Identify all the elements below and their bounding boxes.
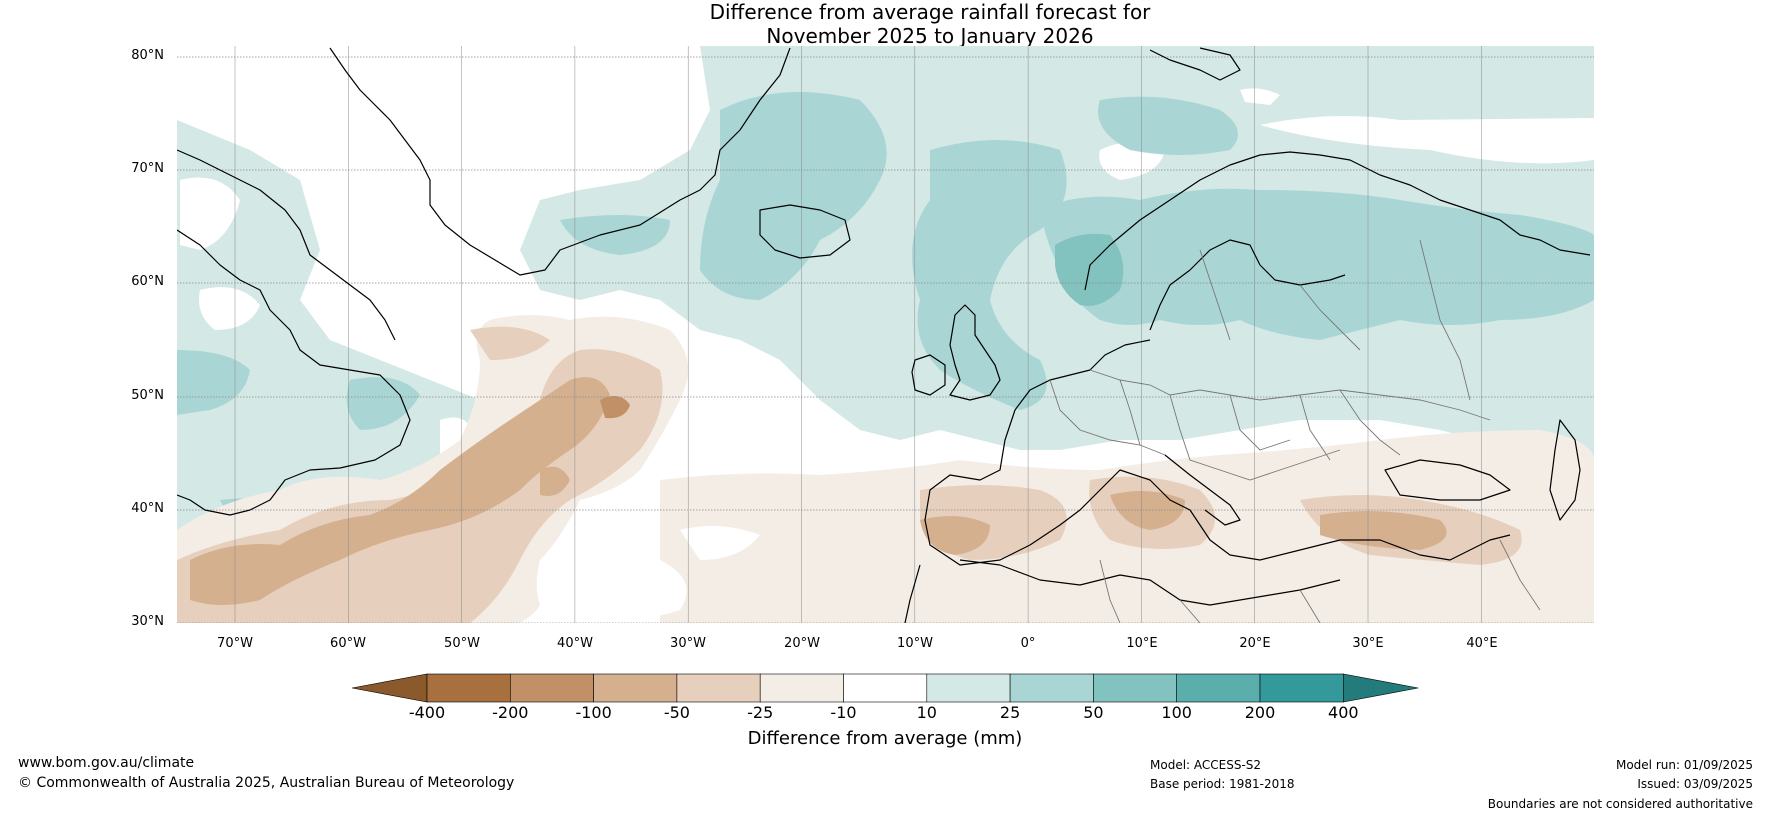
coast-uk bbox=[949, 304, 1001, 401]
legend-tick: 50 bbox=[1083, 703, 1104, 722]
lon-label-20e: 20°E bbox=[1239, 636, 1271, 651]
legend-swatch bbox=[926, 673, 1011, 703]
base-period: Base period: 1981-2018 bbox=[1150, 777, 1295, 791]
lon-label-70w: 70°W bbox=[217, 636, 253, 651]
wet-band-west bbox=[177, 120, 510, 545]
title-line-2: November 2025 to January 2026 bbox=[766, 24, 1094, 48]
lat-label-30n: 30°N bbox=[131, 614, 164, 629]
lon-label-0: 0° bbox=[1020, 636, 1036, 651]
lon-label-40w: 40°W bbox=[557, 636, 593, 651]
lon-label-10e: 10°E bbox=[1126, 636, 1158, 651]
legend-tick: -25 bbox=[747, 703, 774, 722]
coastlines bbox=[177, 47, 1591, 623]
coast-blacksea bbox=[1384, 459, 1511, 501]
legend-swatch bbox=[843, 673, 928, 703]
country-borders bbox=[1049, 239, 1541, 623]
lat-label-70n: 70°N bbox=[131, 161, 164, 176]
lon-label-30w: 30°W bbox=[670, 636, 706, 651]
dry-core-atlantic bbox=[190, 377, 610, 605]
legend-tick: 200 bbox=[1244, 703, 1276, 722]
copyright-text: © Commonwealth of Australia 2025, Austra… bbox=[18, 775, 515, 791]
legend-swatch bbox=[676, 673, 761, 703]
coast-italy bbox=[1164, 454, 1241, 526]
lat-label-80n: 80°N bbox=[131, 48, 164, 63]
legend-tick: 100 bbox=[1161, 703, 1192, 722]
boundaries-disclaimer: Boundaries are not considered authoritat… bbox=[1487, 797, 1753, 811]
coast-svalbard bbox=[1149, 47, 1241, 81]
legend-tick: -200 bbox=[492, 703, 529, 722]
title-line-1: Difference from average rainfall forecas… bbox=[709, 0, 1151, 24]
legend-colorbar bbox=[351, 673, 1419, 703]
lon-label-30e: 30°E bbox=[1352, 636, 1384, 651]
legend-extend-low bbox=[351, 673, 428, 703]
legend-swatch bbox=[593, 673, 678, 703]
lon-label-10w: 10°W bbox=[897, 636, 933, 651]
coast-baffin bbox=[177, 149, 396, 341]
lat-label-50n: 50°N bbox=[131, 388, 164, 403]
coast-africa bbox=[904, 559, 1341, 623]
model-info: Model: ACCESS-S2 bbox=[1150, 758, 1262, 772]
graticule bbox=[177, 46, 1594, 623]
wet-patch-scandinavia bbox=[1040, 188, 1594, 340]
lat-label-40n: 40°N bbox=[131, 501, 164, 516]
legend-tick: -100 bbox=[575, 703, 612, 722]
lon-label-20w: 20°W bbox=[784, 636, 820, 651]
legend-tick: 400 bbox=[1328, 703, 1359, 722]
legend-tick: -50 bbox=[663, 703, 690, 722]
coast-labrador bbox=[177, 229, 411, 516]
legend-swatch bbox=[1093, 673, 1178, 703]
map-area bbox=[177, 46, 1594, 623]
map-title: Difference from average rainfall forecas… bbox=[0, 0, 1770, 48]
drier-anomaly-regions bbox=[177, 315, 1594, 623]
legend-title: Difference from average (mm) bbox=[747, 728, 1023, 749]
legend-swatch bbox=[426, 673, 511, 703]
legend-swatch bbox=[1009, 673, 1094, 703]
lon-label-60w: 60°W bbox=[330, 636, 366, 651]
coast-caspian bbox=[1549, 419, 1581, 521]
legend-swatch bbox=[509, 673, 594, 703]
legend-tick: -10 bbox=[830, 703, 857, 722]
website-link[interactable]: www.bom.gov.au/climate bbox=[18, 755, 195, 771]
model-run-date: Model run: 01/09/2025 bbox=[1615, 758, 1753, 772]
coast-mediterranean bbox=[1029, 469, 1511, 561]
coast-kola bbox=[1379, 174, 1591, 256]
coast-iceland bbox=[759, 204, 851, 259]
coast-europe-west bbox=[924, 339, 1151, 566]
coast-sweden bbox=[1149, 239, 1261, 331]
legend-tick: -400 bbox=[408, 703, 446, 722]
coast-norway bbox=[1084, 151, 1381, 291]
issued-date: Issued: 03/09/2025 bbox=[1637, 777, 1753, 791]
legend-tick: 25 bbox=[999, 703, 1021, 722]
lon-label-40e: 40°E bbox=[1466, 636, 1498, 651]
legend-extend-high bbox=[1343, 673, 1419, 703]
wet-patch-greenland-sea bbox=[700, 92, 887, 300]
legend-swatch bbox=[1259, 673, 1344, 703]
legend-swatch bbox=[1176, 673, 1261, 703]
coast-ireland bbox=[911, 354, 946, 396]
coast-greenland bbox=[329, 47, 791, 276]
lon-label-50w: 50°W bbox=[444, 636, 480, 651]
legend-tick: 10 bbox=[916, 703, 937, 722]
legend-swatch bbox=[759, 673, 844, 703]
lat-label-60n: 60°N bbox=[131, 274, 164, 289]
